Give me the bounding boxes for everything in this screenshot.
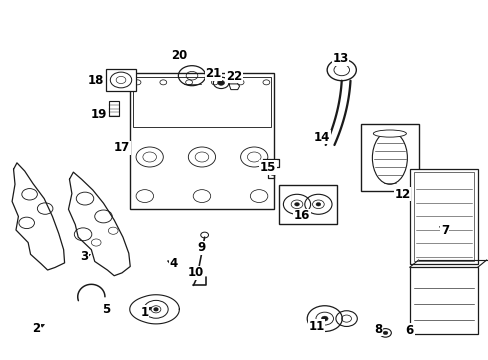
Bar xyxy=(413,172,473,261)
Text: 6: 6 xyxy=(405,324,413,337)
Bar xyxy=(361,124,418,192)
Text: 1: 1 xyxy=(141,306,148,319)
Text: 5: 5 xyxy=(102,303,110,316)
Bar xyxy=(106,69,136,91)
Bar xyxy=(409,169,477,264)
Text: 10: 10 xyxy=(187,266,203,279)
Text: 2: 2 xyxy=(32,322,41,335)
Text: 14: 14 xyxy=(313,131,330,144)
Bar xyxy=(109,101,119,116)
Ellipse shape xyxy=(372,130,406,137)
Text: 4: 4 xyxy=(169,257,178,270)
Circle shape xyxy=(217,80,224,85)
Text: 9: 9 xyxy=(197,241,205,255)
Text: 22: 22 xyxy=(225,70,242,83)
Circle shape xyxy=(154,308,158,311)
Circle shape xyxy=(294,203,299,206)
Circle shape xyxy=(315,203,320,206)
Text: 15: 15 xyxy=(259,161,275,174)
Bar xyxy=(409,267,477,334)
Bar xyxy=(278,185,336,224)
Text: 20: 20 xyxy=(170,49,186,62)
Circle shape xyxy=(382,331,387,335)
Text: 21: 21 xyxy=(205,67,221,80)
Text: 19: 19 xyxy=(90,108,106,121)
Text: 11: 11 xyxy=(308,320,324,333)
Text: 16: 16 xyxy=(293,209,309,222)
Text: 7: 7 xyxy=(440,224,448,237)
Bar xyxy=(130,73,273,208)
Text: 18: 18 xyxy=(88,74,104,87)
Text: 3: 3 xyxy=(80,250,88,263)
Text: 17: 17 xyxy=(114,141,130,154)
Bar xyxy=(132,77,271,127)
Text: 13: 13 xyxy=(332,52,348,65)
Text: 8: 8 xyxy=(373,323,382,336)
Circle shape xyxy=(321,316,327,321)
Text: 12: 12 xyxy=(394,188,410,201)
